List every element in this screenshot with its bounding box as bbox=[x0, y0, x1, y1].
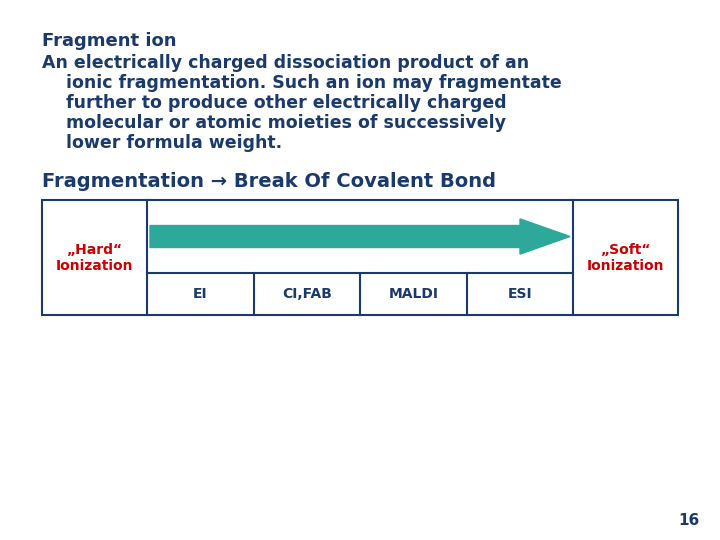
Text: Ionization: Ionization bbox=[587, 260, 665, 273]
FancyArrow shape bbox=[150, 219, 570, 254]
Text: Fragment ion: Fragment ion bbox=[42, 32, 176, 50]
Text: „Soft“: „Soft“ bbox=[600, 242, 651, 256]
Text: EI: EI bbox=[193, 287, 207, 301]
Text: ESI: ESI bbox=[508, 287, 532, 301]
Text: 16: 16 bbox=[679, 513, 700, 528]
Text: molecular or atomic moieties of successively: molecular or atomic moieties of successi… bbox=[42, 114, 506, 132]
Text: CI,FAB: CI,FAB bbox=[282, 287, 332, 301]
Text: Ionization: Ionization bbox=[55, 260, 133, 273]
Text: An electrically charged dissociation product of an: An electrically charged dissociation pro… bbox=[42, 54, 529, 72]
Bar bbox=[42, 200, 678, 315]
Text: further to produce other electrically charged: further to produce other electrically ch… bbox=[42, 94, 507, 112]
Text: lower formula weight.: lower formula weight. bbox=[42, 134, 282, 152]
Text: „Hard“: „Hard“ bbox=[66, 242, 122, 256]
Text: MALDI: MALDI bbox=[388, 287, 438, 301]
Text: ionic fragmentation. Such an ion may fragmentate: ionic fragmentation. Such an ion may fra… bbox=[42, 74, 562, 92]
Text: Fragmentation → Break Of Covalent Bond: Fragmentation → Break Of Covalent Bond bbox=[42, 172, 496, 191]
